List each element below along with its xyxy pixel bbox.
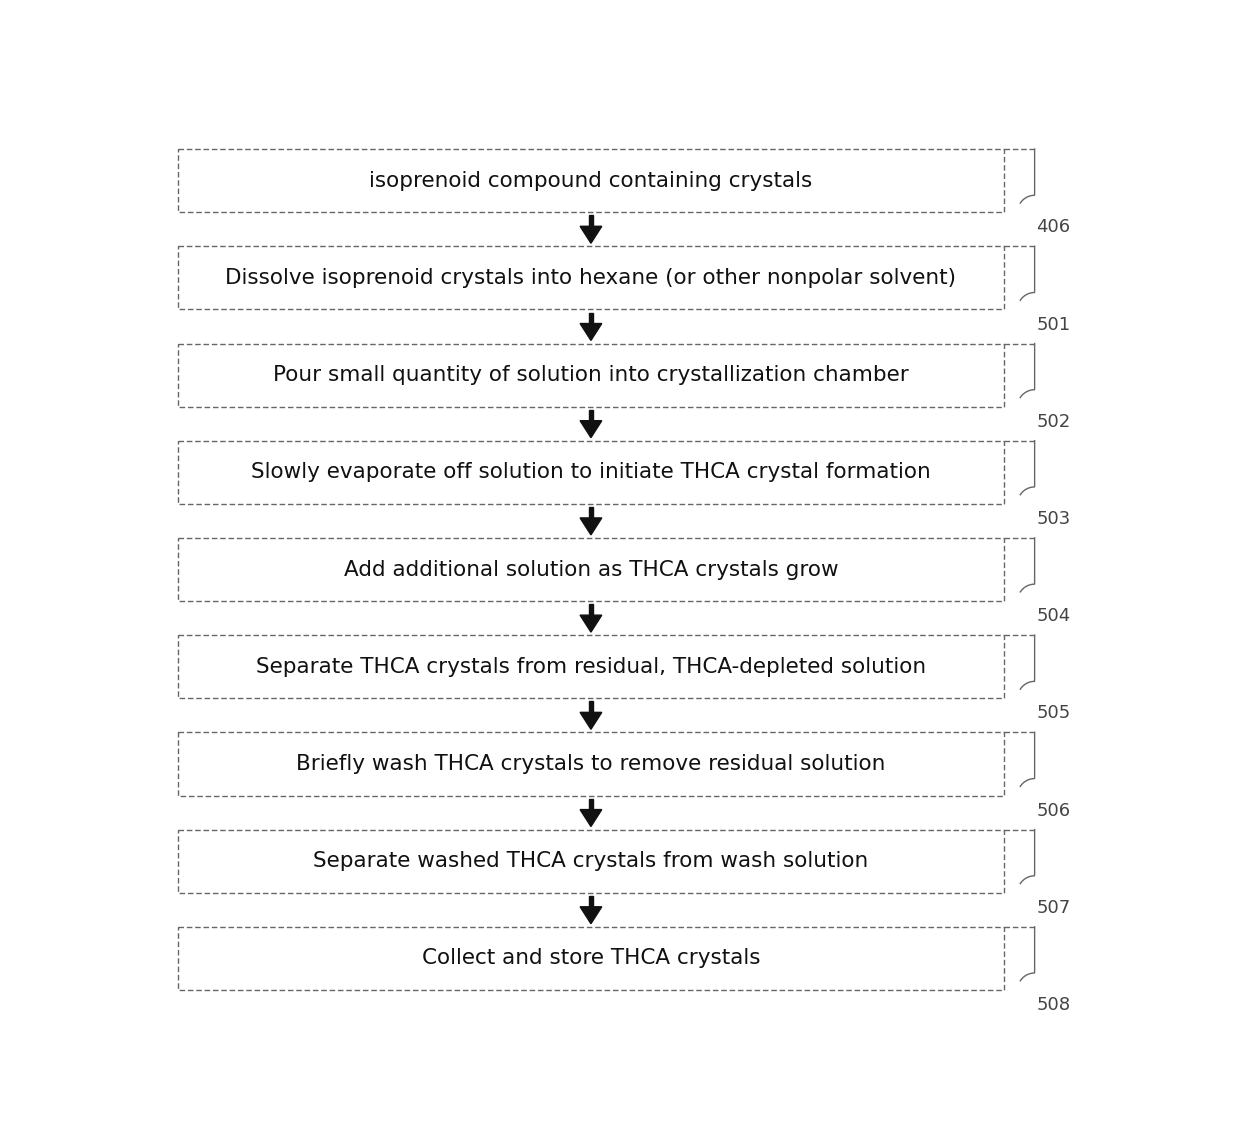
Bar bbox=[589, 701, 593, 712]
Text: 501: 501 bbox=[1037, 316, 1070, 334]
Bar bbox=[589, 410, 593, 420]
Bar bbox=[179, 149, 1003, 212]
Polygon shape bbox=[580, 420, 601, 437]
Text: Add additional solution as THCA crystals grow: Add additional solution as THCA crystals… bbox=[343, 559, 838, 579]
Text: 506: 506 bbox=[1037, 801, 1070, 819]
Bar bbox=[589, 507, 593, 518]
Bar bbox=[179, 636, 1003, 699]
Text: Separate washed THCA crystals from wash solution: Separate washed THCA crystals from wash … bbox=[314, 851, 868, 871]
Text: Pour small quantity of solution into crystallization chamber: Pour small quantity of solution into cry… bbox=[273, 365, 909, 385]
Text: isoprenoid compound containing crystals: isoprenoid compound containing crystals bbox=[370, 170, 812, 190]
Text: 502: 502 bbox=[1037, 412, 1070, 431]
Bar bbox=[589, 604, 593, 615]
Polygon shape bbox=[580, 809, 601, 826]
Polygon shape bbox=[580, 712, 601, 729]
Text: Slowly evaporate off solution to initiate THCA crystal formation: Slowly evaporate off solution to initiat… bbox=[250, 462, 931, 482]
Bar bbox=[179, 538, 1003, 601]
Text: 503: 503 bbox=[1037, 511, 1070, 529]
Bar bbox=[179, 247, 1003, 310]
Polygon shape bbox=[580, 323, 601, 340]
Bar bbox=[589, 312, 593, 323]
Polygon shape bbox=[580, 227, 601, 243]
Text: 505: 505 bbox=[1037, 704, 1070, 722]
Polygon shape bbox=[580, 907, 601, 924]
Text: 504: 504 bbox=[1037, 607, 1070, 625]
Bar bbox=[589, 799, 593, 809]
Text: 406: 406 bbox=[1037, 219, 1070, 237]
Text: Dissolve isoprenoid crystals into hexane (or other nonpolar solvent): Dissolve isoprenoid crystals into hexane… bbox=[226, 268, 956, 287]
Text: Separate THCA crystals from residual, THCA-depleted solution: Separate THCA crystals from residual, TH… bbox=[255, 657, 926, 676]
Polygon shape bbox=[580, 615, 601, 632]
Text: 507: 507 bbox=[1037, 899, 1070, 917]
Bar bbox=[179, 441, 1003, 504]
Text: Briefly wash THCA crystals to remove residual solution: Briefly wash THCA crystals to remove res… bbox=[296, 754, 885, 774]
Bar bbox=[179, 829, 1003, 893]
Text: 508: 508 bbox=[1037, 996, 1070, 1014]
Bar bbox=[179, 344, 1003, 407]
Text: Collect and store THCA crystals: Collect and store THCA crystals bbox=[422, 948, 760, 968]
Bar bbox=[589, 896, 593, 907]
Bar bbox=[179, 926, 1003, 990]
Bar bbox=[589, 215, 593, 227]
Bar bbox=[179, 733, 1003, 796]
Polygon shape bbox=[580, 518, 601, 535]
